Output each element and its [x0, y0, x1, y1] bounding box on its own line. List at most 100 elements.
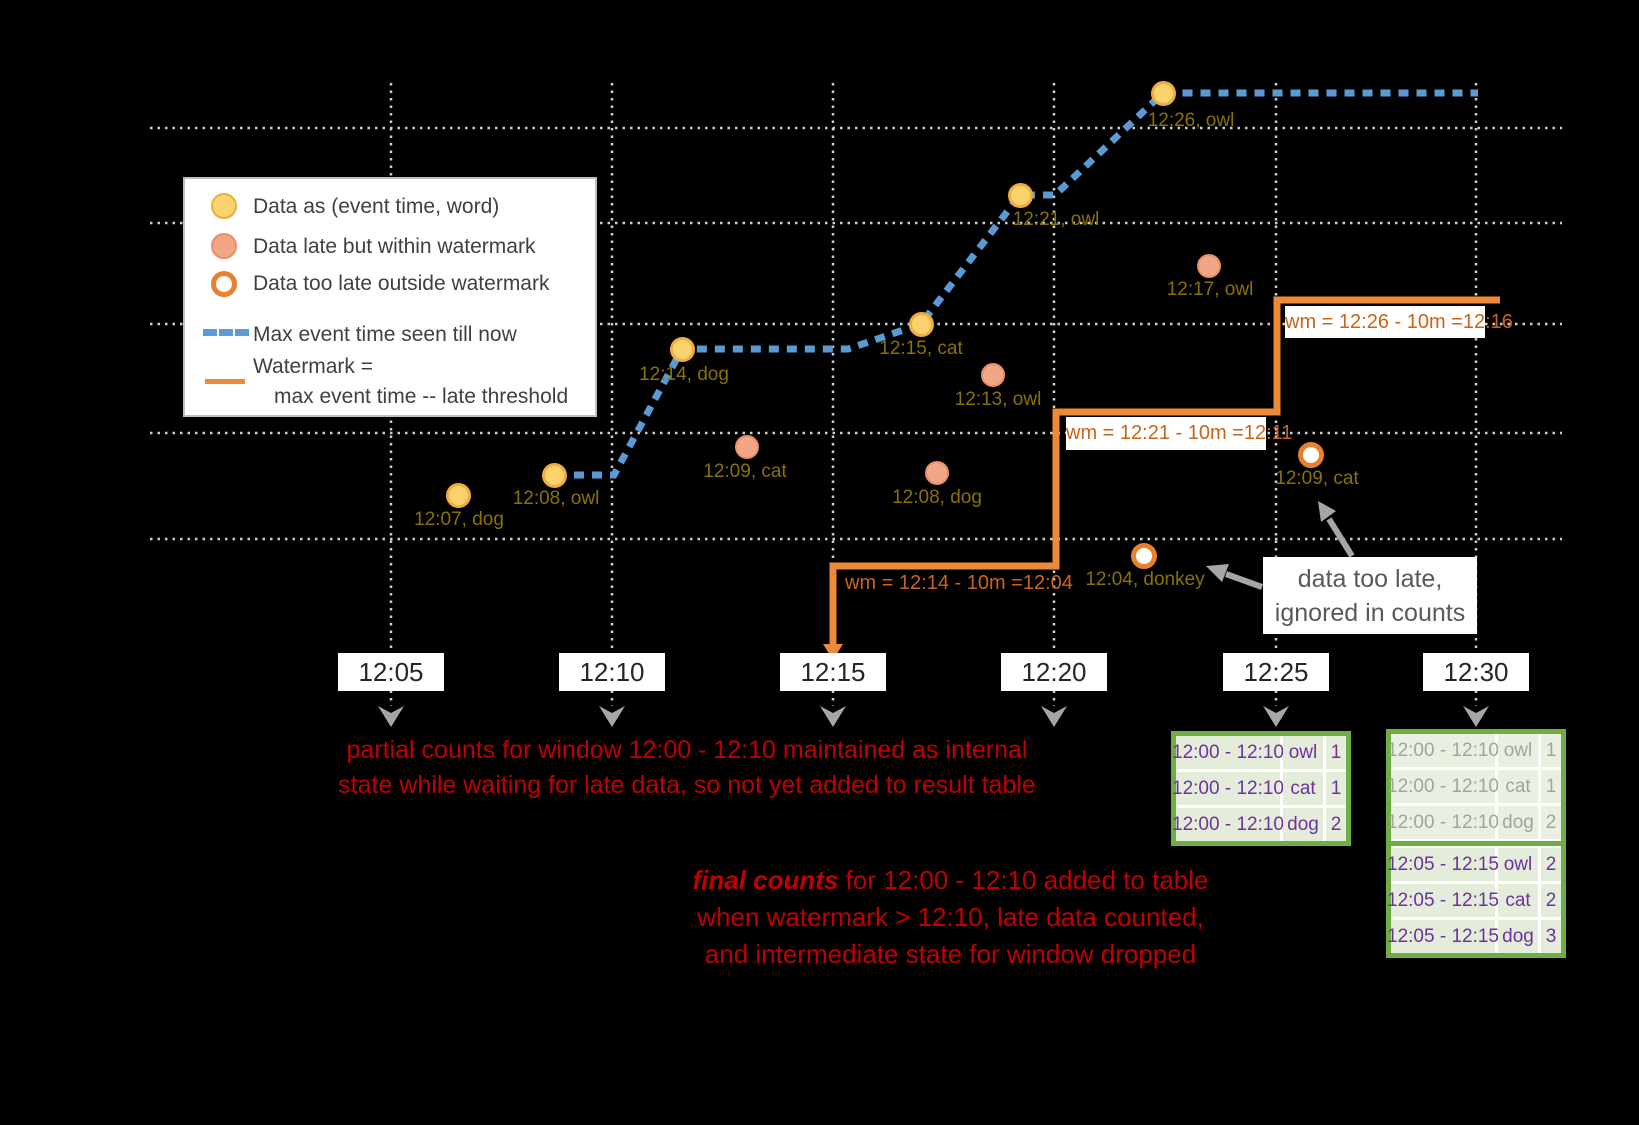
table-cell-faded: 2 — [1541, 806, 1561, 839]
table-cell-faded: dog — [1498, 806, 1538, 839]
data-point-1214-dog — [670, 337, 695, 362]
partial-counts-line2: state while waiting for late data, so no… — [338, 771, 1036, 799]
legend: Data as (event time, word) Data late but… — [183, 177, 597, 417]
too-late-note-box: data too late, ignored in counts — [1263, 557, 1477, 634]
legend-item-label: Data as (event time, word) — [253, 195, 500, 218]
watermark-line-icon — [205, 379, 245, 384]
legend-item-label: Watermark = — [253, 355, 373, 378]
table-cell: 12:00 - 12:10 — [1172, 736, 1284, 769]
table-cell-faded: 1 — [1541, 770, 1561, 803]
down-arrow-1220 — [1041, 706, 1067, 727]
axis-tick-1230: 12:30 — [1423, 653, 1529, 691]
legend-item-label: Data late but within watermark — [253, 235, 536, 258]
table-cell: dog — [1498, 920, 1538, 953]
table-cell-faded: 12:00 - 12:10 — [1387, 734, 1499, 767]
table-cell: dog — [1283, 808, 1323, 841]
final-counts-line1: final counts for 12:00 - 12:10 added to … — [643, 862, 1258, 899]
final-counts-emphasis: final counts — [692, 865, 839, 895]
tick-down-arrows — [378, 706, 1489, 727]
table-cell: 2 — [1541, 848, 1561, 881]
table-cell: owl — [1498, 848, 1538, 881]
watermark-step-line — [823, 296, 1500, 660]
data-point-late-1208-dog — [925, 461, 949, 485]
final-counts-annotation: final counts for 12:00 - 12:10 added to … — [643, 862, 1258, 973]
final-counts-line2: when watermark > 12:10, late data counte… — [697, 902, 1204, 932]
too-late-ring-icon — [211, 271, 237, 297]
point-label: 12:09, cat — [703, 461, 787, 482]
arrowhead-to-cat — [1318, 501, 1336, 522]
data-point-late-1209-cat — [735, 435, 759, 459]
point-label: 12:08, dog — [892, 487, 982, 508]
point-label: 12:17, owl — [1166, 279, 1254, 300]
table-cell: 1 — [1326, 736, 1346, 769]
data-point-toolate-1209-cat — [1298, 442, 1324, 468]
watermark-arrowhead — [823, 644, 843, 660]
table-cell: 3 — [1541, 920, 1561, 953]
too-late-pointer-arrows — [1206, 501, 1355, 590]
axis-tick-1205: 12:05 — [338, 653, 444, 691]
table-cell: 2 — [1541, 884, 1561, 917]
point-label: 12:14, dog — [639, 364, 729, 385]
too-late-note-line1: data too late, — [1297, 565, 1443, 593]
data-point-late-1217-owl — [1197, 254, 1221, 278]
table-cell: 2 — [1326, 808, 1346, 841]
table-cell: 12:05 - 12:15 — [1387, 884, 1499, 917]
point-label: 12:04, donkey — [1085, 569, 1205, 590]
result-table-1230: 12:00 - 12:10 owl 1 12:00 - 12:10 cat 1 … — [1386, 729, 1566, 958]
max-event-time-line-icon — [203, 329, 249, 336]
data-point-1221-owl — [1008, 183, 1033, 208]
too-late-note-line2: ignored in counts — [1274, 599, 1466, 627]
down-arrow-1230 — [1463, 706, 1489, 727]
result-table-1225: 12:00 - 12:10 owl 1 12:00 - 12:10 cat 1 … — [1171, 731, 1351, 846]
down-arrow-1210 — [599, 706, 625, 727]
table-cell-faded: cat — [1498, 770, 1538, 803]
data-point-1207-dog — [446, 483, 471, 508]
partial-counts-line1: partial counts for window 12:00 - 12:10 … — [346, 736, 1028, 764]
point-label: 12:07, dog — [414, 509, 504, 530]
table-cell: cat — [1498, 884, 1538, 917]
arrowhead-to-donkey — [1206, 564, 1229, 582]
final-counts-line3: and intermediate state for window droppe… — [704, 939, 1197, 969]
watermark-label-1: wm = 12:14 - 10m =12:04 — [845, 572, 1073, 594]
late-dot-icon — [211, 233, 237, 259]
down-arrow-1215 — [820, 706, 846, 727]
table-cell: 1 — [1326, 772, 1346, 805]
point-label: 12:26, owl — [1147, 110, 1235, 131]
down-arrow-1225 — [1263, 706, 1289, 727]
table-cell: 12:00 - 12:10 — [1172, 808, 1284, 841]
point-label: 12:15, cat — [879, 338, 963, 359]
axis-tick-1210: 12:10 — [559, 653, 665, 691]
watermark-label-2: wm = 12:21 - 10m =12:11 — [1066, 417, 1292, 450]
point-label: 12:13, owl — [954, 389, 1042, 410]
down-arrow-1205 — [378, 706, 404, 727]
data-point-toolate-1204-donkey — [1131, 543, 1157, 569]
on-time-dot-icon — [211, 193, 237, 219]
watermark-label-3: wm = 12:26 - 10m =12:16 — [1285, 306, 1513, 338]
legend-item-label: Max event time seen till now — [253, 323, 517, 346]
table-cell: owl — [1283, 736, 1323, 769]
table-cell: cat — [1283, 772, 1323, 805]
legend-item-label: Data too late outside watermark — [253, 272, 550, 295]
axis-tick-1220: 12:20 — [1001, 653, 1107, 691]
axis-tick-1215: 12:15 — [780, 653, 886, 691]
table-cell: 12:05 - 12:15 — [1387, 848, 1499, 881]
table-cell-faded: 12:00 - 12:10 — [1387, 770, 1499, 803]
point-label: 12:09, cat — [1275, 468, 1359, 489]
table-cell-faded: 12:00 - 12:10 — [1387, 806, 1499, 839]
table-cell: 12:05 - 12:15 — [1387, 920, 1499, 953]
grid-horizontal-lines — [150, 126, 1562, 541]
data-point-1226-owl — [1151, 81, 1176, 106]
axis-tick-1225: 12:25 — [1223, 653, 1329, 691]
legend-item-label: max event time -- late threshold — [274, 385, 569, 408]
data-point-late-1213-owl — [981, 363, 1005, 387]
partial-counts-annotation: partial counts for window 12:00 - 12:10 … — [317, 733, 1057, 803]
table-section-divider — [1391, 841, 1561, 846]
data-point-1208-owl — [542, 463, 567, 488]
max-event-time-line — [556, 89, 1478, 479]
table-cell-faded: 1 — [1541, 734, 1561, 767]
point-label: 12:08, owl — [512, 488, 600, 509]
table-cell-faded: owl — [1498, 734, 1538, 767]
point-label: 12:21, owl — [1012, 209, 1100, 230]
